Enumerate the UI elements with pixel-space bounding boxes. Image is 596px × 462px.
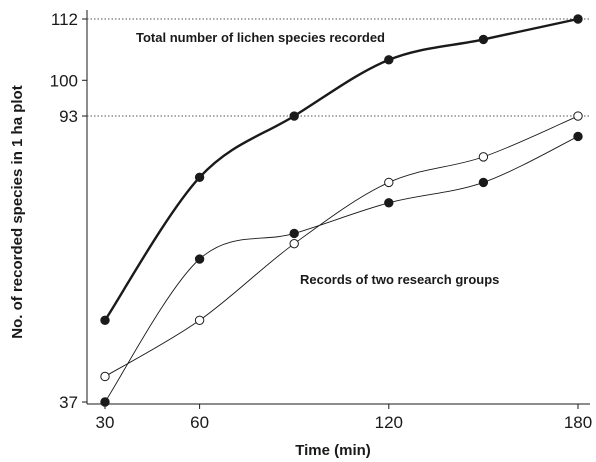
y-axis-title: No. of recorded species in 1 ha plot (9, 85, 26, 338)
series-1-point-90 (289, 111, 299, 121)
y-tick-label-100: 100 (50, 71, 78, 90)
y-tick-label-37: 37 (59, 393, 78, 412)
y-ticks: 37 100 (50, 71, 87, 412)
series-3-point-60 (194, 315, 205, 325)
fit-curves (103, 17, 579, 403)
x-tick-label-180: 180 (564, 413, 592, 432)
annotation-research-groups: Records of two research groups (300, 272, 499, 287)
data-points (100, 14, 583, 407)
series-3-point-150 (478, 152, 489, 162)
plot-frame (86, 10, 590, 405)
x-tick-label-120: 120 (375, 413, 403, 432)
series-1-point-120 (384, 55, 394, 65)
series-2-point-120 (384, 198, 394, 208)
x-axis-title: Time (min) (295, 442, 371, 459)
series-1-point-150 (478, 34, 489, 45)
series-3-point-90 (289, 238, 299, 249)
series-3-point-120 (384, 177, 394, 188)
series-1-point-60 (194, 172, 205, 183)
series-2-point-30 (100, 397, 110, 407)
series-2-curve (104, 136, 579, 403)
series-2-point-150 (478, 177, 489, 188)
reference-label-93: 93 (59, 107, 78, 126)
reference-label-112: 112 (51, 10, 78, 29)
x-tick-label-60: 60 (190, 413, 209, 432)
series-1-point-180 (573, 14, 583, 24)
series-2-point-180 (573, 131, 583, 142)
series-3-point-30 (100, 371, 110, 382)
x-tick-label-30: 30 (96, 413, 115, 432)
series-2-point-60 (194, 254, 205, 264)
series-3-curve (104, 115, 579, 377)
series-2-point-90 (289, 228, 299, 239)
reference-lines: 112 93 (51, 10, 590, 126)
annotation-total-species: Total number of lichen species recorded (136, 30, 385, 45)
series-1-point-30 (100, 315, 110, 325)
x-ticks: 30 60 120 180 (96, 404, 592, 432)
series-3-point-180 (573, 111, 583, 121)
